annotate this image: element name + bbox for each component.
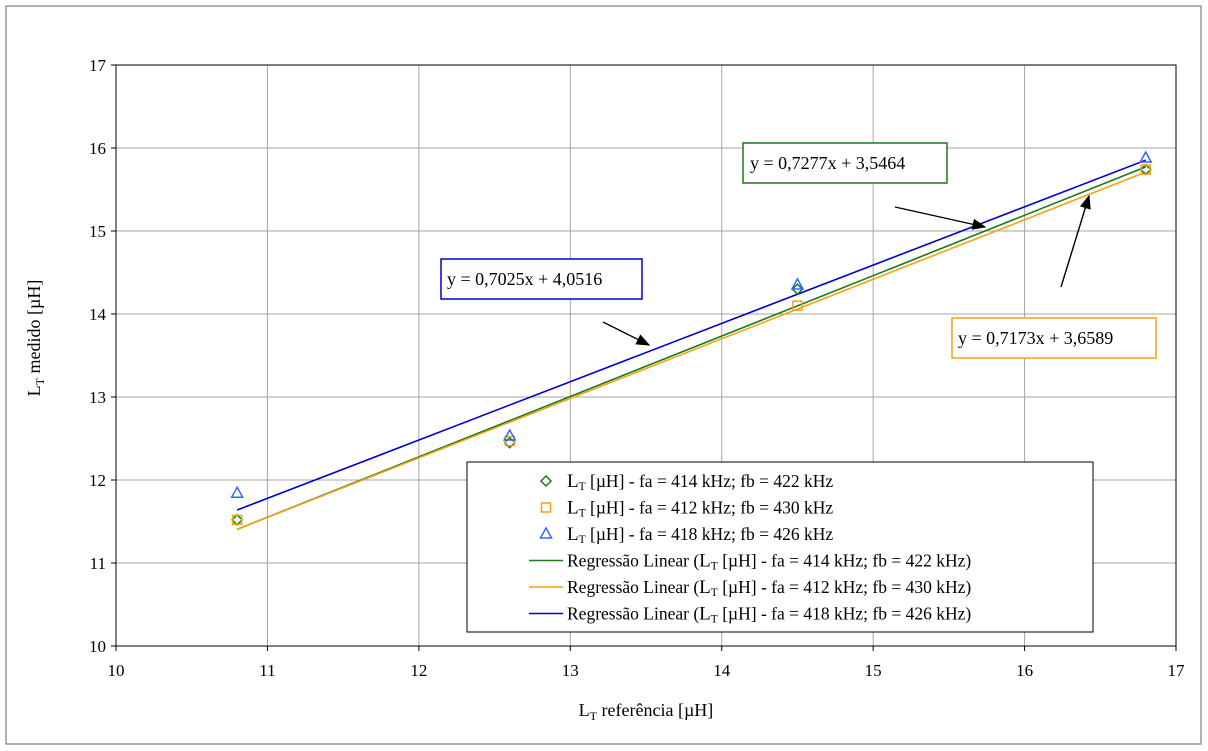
y-tick-label: 15 — [89, 222, 106, 241]
legend-item-4: Regressão Linear (LT [µH] - fa = 412 kHz… — [529, 577, 971, 599]
legend-label: Regressão Linear (LT [µH] - fa = 418 kHz… — [567, 604, 971, 626]
annotation-arrow-green — [894, 206, 987, 230]
data-point-series-1 — [1140, 164, 1151, 175]
data-point-series-0 — [503, 436, 516, 449]
legend-label: Regressão Linear (LT [µH] - fa = 414 kHz… — [567, 551, 971, 573]
y-tick-label: 14 — [89, 305, 107, 324]
legend-box — [466, 461, 1094, 633]
legend-item-1: LT [µH] - fa = 412 kHz; fb = 430 kHz — [540, 498, 833, 520]
data-point-series-2 — [1138, 150, 1153, 163]
plot-frame — [115, 64, 1177, 647]
x-tick-label: 15 — [865, 661, 882, 680]
x-tick-label: 13 — [562, 661, 579, 680]
data-point-series-1 — [504, 435, 515, 447]
equation-label-orange: y = 0,7173x + 3,6589 — [951, 317, 1157, 359]
legend-marker-diamond — [539, 474, 553, 488]
data-point-series-2 — [230, 485, 244, 499]
y-axis-ticks: 10 11 12 13 14 15 16 17 — [89, 56, 116, 656]
legend-item-5: Regressão Linear (LT [µH] - fa = 418 kHz… — [529, 604, 971, 626]
y-tick-label: 13 — [89, 388, 106, 407]
data-point-series-0 — [791, 283, 804, 296]
data-point-series-2 — [790, 277, 805, 290]
legend-label: LT [µH] - fa = 414 kHz; fb = 422 kHz — [567, 471, 833, 493]
legend-item-0: LT [µH] - fa = 414 kHz; fb = 422 kHz — [539, 471, 833, 493]
svg-text:y = 0,7025x + 4,0516: y = 0,7025x + 4,0516 — [447, 269, 602, 289]
trendline-2 — [236, 159, 1147, 511]
equation-label-green: y = 0,7277x + 3,5464 — [742, 142, 948, 184]
legend: LT [µH] - fa = 414 kHz; fb = 422 kHz LT [… — [466, 461, 1094, 633]
legend-item-3: Regressão Linear (LT [µH] - fa = 414 kHz… — [529, 551, 971, 573]
svg-text:y = 0,7173x + 3,6589: y = 0,7173x + 3,6589 — [958, 328, 1113, 348]
x-tick-label: 14 — [713, 661, 731, 680]
x-tick-label: 11 — [259, 661, 275, 680]
x-tick-label: 12 — [410, 661, 427, 680]
legend-label: Regressão Linear (LT [µH] - fa = 412 kHz… — [567, 577, 971, 599]
y-tick-label: 11 — [90, 554, 106, 573]
legend-label: LT [µH] - fa = 418 kHz; fb = 426 kHz — [567, 524, 833, 546]
legend-marker-triangle — [539, 526, 553, 539]
y-tick-label: 16 — [89, 139, 106, 158]
x-tick-label: 16 — [1016, 661, 1033, 680]
x-tick-label: 17 — [1168, 661, 1186, 680]
equation-label-blue: y = 0,7025x + 4,0516 — [440, 258, 643, 300]
data-point-series-1 — [231, 514, 243, 526]
annotation-arrow-orange — [1060, 194, 1091, 288]
x-tick-label: 10 — [108, 661, 125, 680]
trendline-1 — [236, 171, 1147, 531]
legend-marker-square — [540, 502, 552, 513]
y-axis-title: LT medido [µH] — [24, 280, 47, 397]
legend-label: LT [µH] - fa = 412 kHz; fb = 430 kHz — [567, 498, 833, 520]
svg-text:y = 0,7277x + 3,5464: y = 0,7277x + 3,5464 — [750, 153, 905, 173]
y-tick-label: 10 — [89, 637, 106, 656]
x-axis-ticks: 10 11 12 13 14 15 16 17 — [108, 646, 1186, 680]
x-axis-title: LT referência [µH] — [579, 700, 714, 723]
annotation-arrow-blue — [602, 321, 651, 346]
data-point-series-2 — [502, 428, 517, 441]
chart-outer-frame — [5, 5, 1202, 745]
data-point-series-1 — [792, 300, 803, 311]
y-tick-label: 12 — [89, 471, 106, 490]
legend-item-2: LT [µH] - fa = 418 kHz; fb = 426 kHz — [539, 524, 833, 546]
data-markers — [230, 150, 1153, 526]
y-tick-label: 17 — [89, 56, 107, 75]
trendlines — [236, 159, 1147, 531]
